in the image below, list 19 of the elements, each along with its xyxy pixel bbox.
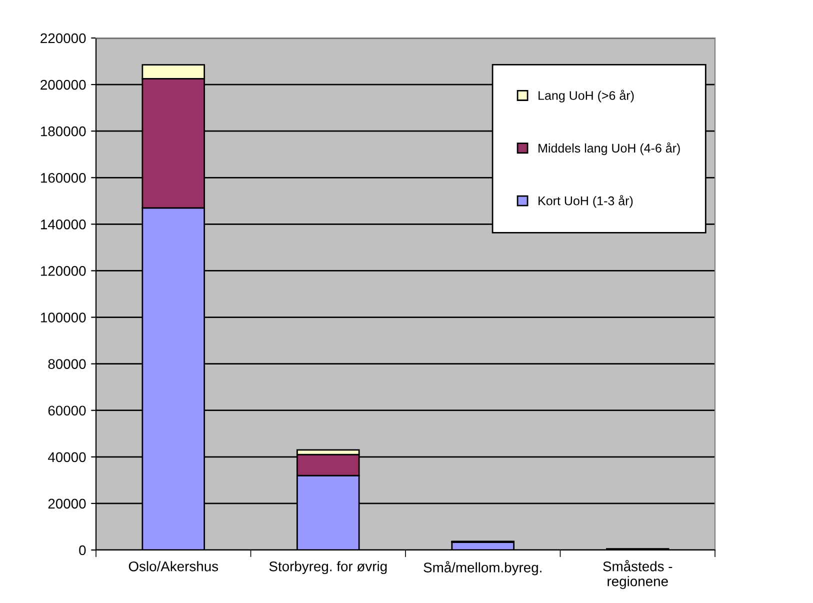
legend-label: Lang UoH (>6 år)	[538, 90, 634, 102]
x-tick-label: Storbyreg. for øvrig	[269, 561, 387, 574]
x-tick-label: Små/mellom.byreg.	[424, 561, 542, 576]
y-tick-label: 200000	[40, 80, 86, 90]
y-tick-label: 80000	[48, 359, 86, 369]
y-tick-label: 40000	[48, 452, 86, 462]
x-tick-label: Småsteds - regionene	[603, 560, 672, 590]
y-tick-label: 0	[79, 545, 86, 556]
legend-label: Middels lang UoH (4-6 år)	[538, 142, 680, 156]
y-tick-label: 220000	[40, 33, 86, 44]
y-tick-label: 60000	[48, 406, 86, 416]
legend-label: Kort UoH (1-3 år)	[538, 195, 633, 208]
y-tick-label: 180000	[40, 126, 86, 136]
y-tick-label: 20000	[48, 498, 86, 509]
y-tick-label: 140000	[40, 220, 86, 230]
y-tick-label: 120000	[40, 266, 86, 276]
y-tick-label: 100000	[40, 312, 86, 322]
x-tick-label: Oslo/Akershus	[128, 561, 218, 572]
y-tick-label: 160000	[40, 172, 86, 183]
